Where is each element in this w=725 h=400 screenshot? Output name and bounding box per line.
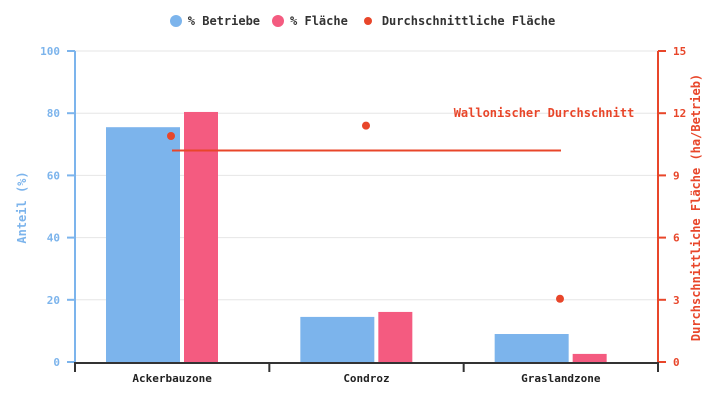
right-tick-label: 6 xyxy=(673,232,680,245)
left-tick-label: 80 xyxy=(47,107,60,120)
right-axis-title: Durchschnittliche Fläche (ha/Betrieb) xyxy=(689,74,703,341)
left-tick-label: 40 xyxy=(47,232,60,245)
legend-label: % Fläche xyxy=(290,14,348,28)
left-tick-label: 100 xyxy=(40,45,60,58)
left-axis-title: Anteil (%) xyxy=(15,171,29,243)
point-durchschnitt[interactable] xyxy=(167,132,175,141)
category-label: Graslandzone xyxy=(521,372,601,385)
right-tick-label: 3 xyxy=(673,294,680,307)
bar-flaeche[interactable] xyxy=(572,353,607,362)
legend-swatch-icon xyxy=(363,17,372,25)
right-tick-label: 15 xyxy=(673,45,686,58)
right-tick-label: 0 xyxy=(673,356,680,369)
point-durchschnitt[interactable] xyxy=(556,294,564,303)
bar-flaeche[interactable] xyxy=(378,311,413,362)
left-tick-label: 0 xyxy=(53,356,60,369)
right-tick-label: 12 xyxy=(673,107,686,120)
category-label: Condroz xyxy=(343,372,389,385)
bar-betriebe[interactable] xyxy=(106,127,180,362)
bar-betriebe[interactable] xyxy=(300,316,375,362)
category-label: Ackerbauzone xyxy=(132,372,212,385)
right-tick-label: 9 xyxy=(673,169,680,182)
legend-label: % Betriebe xyxy=(187,14,261,28)
legend-label: Durchschnittliche Fläche xyxy=(381,14,556,28)
bar-flaeche[interactable] xyxy=(184,111,218,363)
left-tick-label: 20 xyxy=(47,294,60,307)
legend-swatch-icon xyxy=(169,15,182,27)
legend-item-flaeche[interactable]: % Fläche xyxy=(272,14,348,28)
bar-betriebe[interactable] xyxy=(494,334,569,362)
left-tick-label: 60 xyxy=(47,169,60,182)
point-durchschnitt[interactable] xyxy=(362,121,370,130)
chart-legend: % Betriebe % Fläche Durchschnittliche Fl… xyxy=(0,14,725,28)
reference-line-label: Wallonischer Durchschnitt xyxy=(454,106,635,120)
legend-item-betriebe[interactable]: % Betriebe xyxy=(169,14,261,28)
legend-item-durchschnitt[interactable]: Durchschnittliche Fläche xyxy=(363,14,556,28)
legend-swatch-icon xyxy=(272,15,285,27)
